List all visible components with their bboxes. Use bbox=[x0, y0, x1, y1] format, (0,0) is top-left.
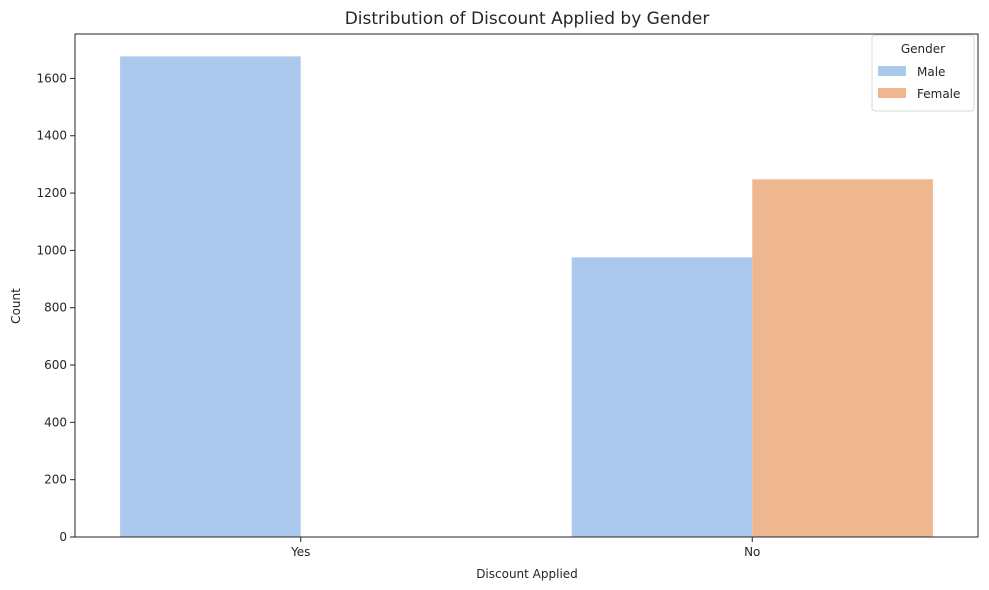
x-axis-title: Discount Applied bbox=[476, 567, 578, 581]
x-tick-label: No bbox=[744, 545, 760, 559]
y-tick-label: 0 bbox=[59, 530, 67, 544]
y-tick-label: 1400 bbox=[36, 129, 67, 143]
bar-female-no bbox=[752, 179, 933, 538]
y-tick-label: 600 bbox=[44, 358, 67, 372]
legend-swatch-male bbox=[878, 66, 906, 76]
x-tick-label: Yes bbox=[290, 545, 310, 559]
y-tick-label: 200 bbox=[44, 473, 67, 487]
y-tick-label: 1600 bbox=[36, 71, 67, 85]
legend-title: Gender bbox=[901, 42, 945, 56]
bar-male-no bbox=[571, 257, 753, 537]
y-tick-label: 400 bbox=[44, 415, 67, 429]
plot-area: 0 200 400 600 800 1000 1200 1400 1600 Yes No bbox=[36, 33, 979, 559]
plot-frame bbox=[74, 33, 979, 538]
y-tick-label: 800 bbox=[44, 301, 67, 315]
y-tick-label: 1200 bbox=[36, 186, 67, 200]
chart-title: Distribution of Discount Applied by Gend… bbox=[345, 9, 710, 29]
legend-label-male: Male bbox=[917, 65, 945, 79]
y-tick-label: 1000 bbox=[36, 243, 67, 257]
bar-male-yes bbox=[120, 56, 301, 538]
legend-swatch-female bbox=[878, 88, 906, 98]
legend: Gender Male Female bbox=[871, 34, 975, 112]
legend-label-female: Female bbox=[917, 87, 960, 101]
y-axis-title: Count bbox=[9, 288, 23, 324]
